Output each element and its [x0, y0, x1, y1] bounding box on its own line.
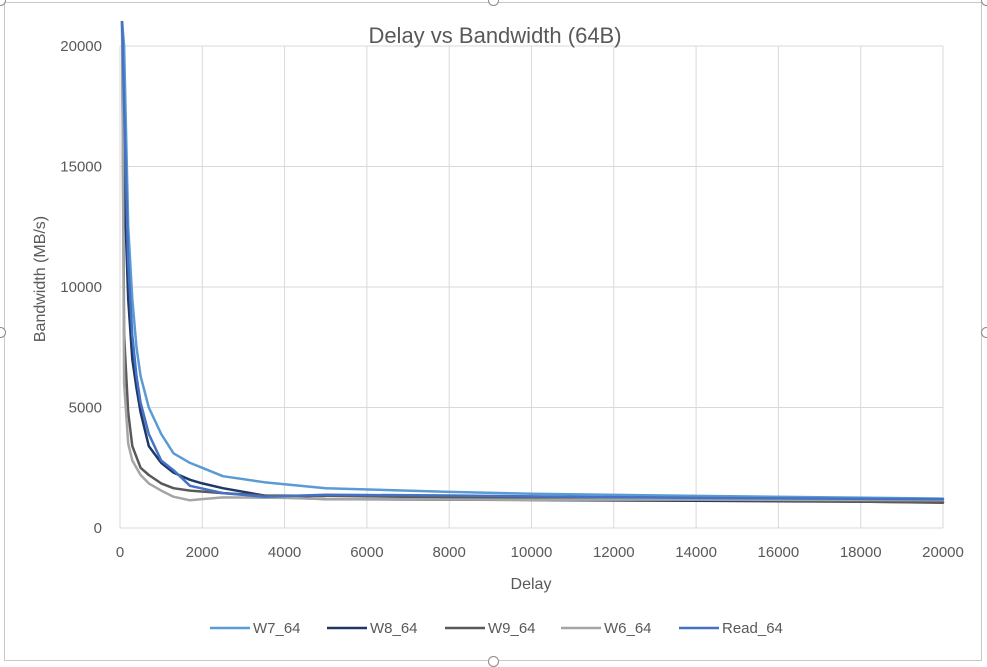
legend-label: Read_64: [722, 620, 783, 637]
y-tick-label: 0: [94, 520, 102, 537]
x-tick-label: 10000: [511, 544, 553, 561]
x-tick-label: 18000: [840, 544, 882, 561]
plot-series: [120, 21, 945, 504]
x-tick-label: 16000: [758, 544, 800, 561]
y-tick-label: 10000: [60, 279, 102, 296]
legend: W7_64 W8_64 W9_64 W6_64 Read_64: [210, 620, 783, 637]
legend-label: W7_64: [253, 620, 301, 637]
x-tick-label: 12000: [593, 544, 635, 561]
series-line-read-64[interactable]: [120, 21, 945, 501]
x-tick-label: 14000: [675, 544, 717, 561]
x-tick-label: 8000: [433, 544, 466, 561]
series-line-w7-64[interactable]: [120, 21, 945, 500]
x-tick-label: 6000: [350, 544, 383, 561]
series-line-w6-64[interactable]: [120, 21, 945, 502]
chart-svg: 0 2000 4000 6000 8000 10000 12000 14000 16000 180…: [32, 21, 964, 637]
x-tick-label: 20000: [922, 544, 964, 561]
resize-handle-middle-right[interactable]: [981, 327, 987, 338]
chart-frame[interactable]: 0 2000 4000 6000 8000 10000 12000 14000 16000 180…: [4, 2, 982, 661]
legend-label: W6_64: [604, 620, 652, 637]
resize-handle-bottom-center[interactable]: [488, 656, 499, 667]
legend-label: W8_64: [370, 620, 418, 637]
series-line-w8-64[interactable]: [120, 21, 945, 504]
x-tick-label: 2000: [186, 544, 219, 561]
series-line-w9-64[interactable]: [120, 21, 945, 504]
x-axis-title: Delay: [511, 576, 552, 593]
x-tick-label: 4000: [268, 544, 301, 561]
legend-label: W9_64: [488, 620, 536, 637]
tick-labels: 0 2000 4000 6000 8000 10000 12000 14000 16000 180…: [60, 38, 964, 561]
y-tick-label: 5000: [69, 400, 102, 417]
chart-title: Delay vs Bandwidth (64B): [368, 23, 621, 48]
y-tick-label: 20000: [60, 38, 102, 55]
gridlines: [119, 45, 944, 529]
y-tick-label: 15000: [60, 159, 102, 176]
x-tick-label: 0: [116, 544, 124, 561]
resize-handle-top-right[interactable]: [981, 0, 987, 6]
y-axis-title: Bandwidth (MB/s): [32, 216, 49, 342]
